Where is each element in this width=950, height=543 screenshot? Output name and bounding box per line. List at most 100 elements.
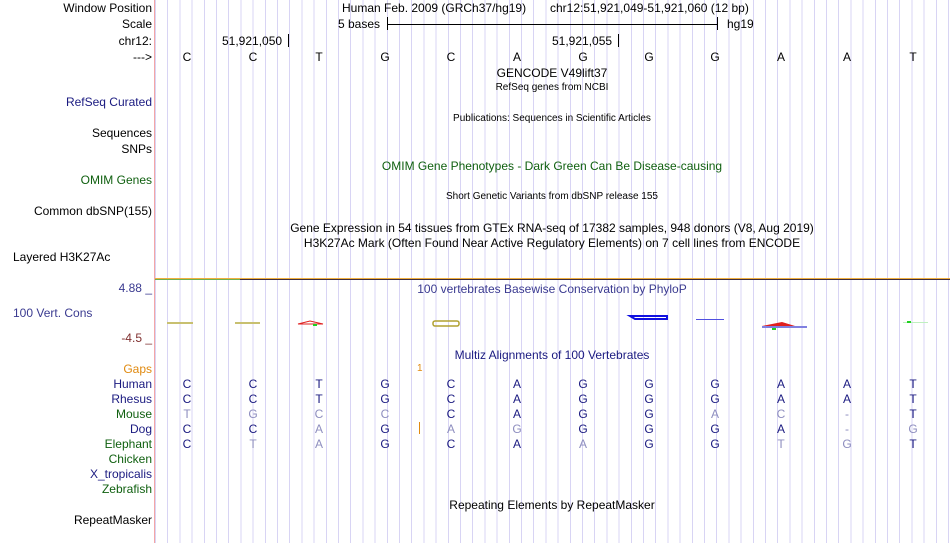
- aligned-base: T: [249, 437, 257, 451]
- publications-title[interactable]: Publications: Sequences in Scientific Ar…: [453, 113, 651, 124]
- repeatmasker-title[interactable]: Repeating Elements by RepeatMasker: [449, 498, 655, 512]
- aligned-base: G: [248, 407, 258, 421]
- species-label[interactable]: Chicken: [108, 452, 152, 466]
- gaps-count: 1: [417, 363, 423, 374]
- aligned-base: T: [315, 377, 323, 391]
- aligned-base: G: [380, 422, 390, 436]
- aligned-base: G: [644, 377, 654, 391]
- aligned-base: T: [909, 377, 917, 391]
- aligned-base: G: [710, 437, 720, 451]
- base: C: [446, 50, 456, 64]
- aligned-base: G: [380, 437, 390, 451]
- refseq-title[interactable]: RefSeq genes from NCBI: [495, 82, 609, 93]
- multiz-title[interactable]: Multiz Alignments of 100 Vertebrates: [454, 348, 650, 362]
- aligned-base: C: [446, 437, 456, 451]
- aligned-base: C: [182, 422, 192, 436]
- base: A: [512, 50, 521, 64]
- aligned-base: T: [315, 392, 323, 406]
- aligned-base: T: [909, 392, 917, 406]
- aligned-base: C: [248, 377, 258, 391]
- phylop-wiggle: [167, 315, 928, 330]
- aligned-base: C: [314, 407, 324, 421]
- gaps-label: Gaps: [123, 362, 152, 376]
- aligned-base: A: [512, 437, 521, 451]
- base: A: [776, 50, 785, 64]
- base: C: [182, 50, 192, 64]
- scale-db: hg19: [727, 17, 754, 31]
- aligned-base: G: [908, 422, 918, 436]
- scale-label: Scale: [121, 17, 152, 31]
- gencode-title[interactable]: GENCODE V49lift37: [496, 66, 608, 80]
- aligned-base: A: [314, 437, 323, 451]
- aligned-base: C: [446, 407, 456, 421]
- dog-gap-marker: [419, 422, 420, 434]
- base-grid: [155, 0, 950, 543]
- snps-label[interactable]: SNPs: [121, 142, 152, 156]
- aligned-base: A: [314, 422, 323, 436]
- aligned-base: T: [183, 407, 191, 421]
- aligned-base: A: [446, 422, 455, 436]
- species-label[interactable]: Zebrafish: [101, 482, 152, 496]
- aligned-base: A: [512, 392, 521, 406]
- species-label[interactable]: Human: [113, 377, 152, 391]
- aligned-base: T: [909, 437, 917, 451]
- dbsnp-label[interactable]: Common dbSNP(155): [33, 204, 152, 218]
- species-label[interactable]: Elephant: [104, 437, 152, 451]
- aligned-base: G: [644, 437, 654, 451]
- omim-label[interactable]: OMIM Genes: [80, 173, 152, 187]
- omim-title[interactable]: OMIM Gene Phenotypes - Dark Green Can Be…: [381, 159, 723, 173]
- base: A: [842, 50, 851, 64]
- aligned-base: A: [842, 377, 851, 391]
- aligned-base: G: [644, 392, 654, 406]
- label-divider: [154, 0, 155, 543]
- aligned-base: T: [777, 437, 785, 451]
- aligned-base: G: [644, 407, 654, 421]
- sequences-label[interactable]: Sequences: [91, 126, 152, 140]
- phylop-max: 4.88 _: [118, 281, 152, 295]
- aligned-base: G: [578, 392, 588, 406]
- base: C: [248, 50, 258, 64]
- base: G: [380, 50, 390, 64]
- aligned-base: G: [644, 422, 654, 436]
- aligned-base: G: [380, 392, 390, 406]
- aligned-base: A: [512, 377, 521, 391]
- strand-label[interactable]: --->: [133, 50, 152, 64]
- window-position-label: Window Position: [63, 1, 152, 15]
- dbsnp-title[interactable]: Short Genetic Variants from dbSNP releas…: [446, 191, 658, 202]
- aligned-base: G: [710, 392, 720, 406]
- aligned-base: G: [578, 377, 588, 391]
- aligned-base: C: [446, 377, 456, 391]
- coord-tick-2: [618, 34, 619, 47]
- aligned-base: G: [710, 377, 720, 391]
- gtex-title[interactable]: Gene Expression in 54 tissues from GTEx …: [290, 221, 814, 235]
- h3k27ac-title[interactable]: H3K27Ac Mark (Often Found Near Active Re…: [303, 236, 801, 250]
- base: G: [644, 50, 654, 64]
- phylop-title[interactable]: 100 vertebrates Basewise Conservation by…: [417, 282, 687, 296]
- refseq-label[interactable]: RefSeq Curated: [65, 95, 152, 109]
- assembly-title: Human Feb. 2009 (GRCh37/hg19): [342, 1, 527, 15]
- aligned-base: -: [845, 422, 849, 436]
- species-label[interactable]: Dog: [129, 422, 152, 436]
- aligned-base: A: [842, 392, 851, 406]
- aligned-base: G: [512, 422, 522, 436]
- aligned-base: A: [710, 407, 719, 421]
- coord-label-2: 51,921,055: [552, 34, 613, 48]
- species-label[interactable]: Mouse: [115, 407, 152, 421]
- aligned-base: A: [776, 422, 785, 436]
- phylop-min: -4.5 _: [121, 331, 152, 345]
- repeatmasker-label[interactable]: RepeatMasker: [73, 513, 152, 527]
- aligned-base: T: [909, 407, 917, 421]
- phylop-label[interactable]: 100 Vert. Cons: [13, 306, 93, 320]
- aligned-base: C: [248, 392, 258, 406]
- base: G: [710, 50, 720, 64]
- aligned-base: A: [578, 437, 587, 451]
- chrom-label: chr12:: [118, 34, 152, 48]
- aligned-base: G: [842, 437, 852, 451]
- aligned-base: C: [380, 407, 390, 421]
- aligned-base: C: [248, 422, 258, 436]
- aligned-base: G: [578, 422, 588, 436]
- h3k27ac-label[interactable]: Layered H3K27Ac: [13, 250, 111, 264]
- base: T: [315, 50, 323, 64]
- species-label[interactable]: X_tropicalis: [89, 467, 152, 481]
- species-label[interactable]: Rhesus: [111, 392, 152, 406]
